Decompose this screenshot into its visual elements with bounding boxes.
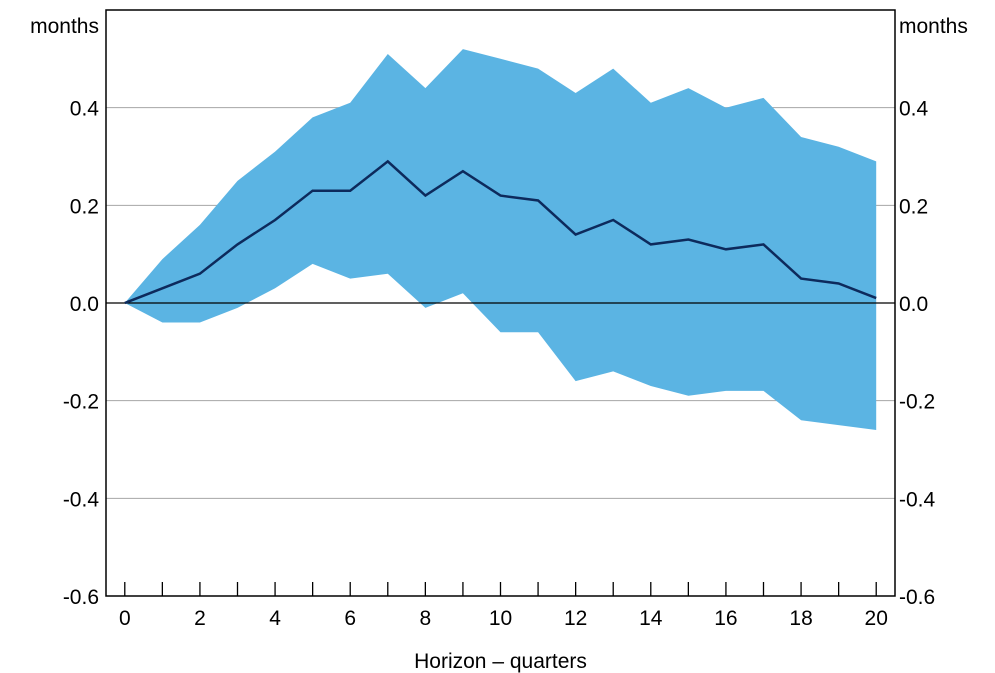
y-tick-label-right: -0.6 [899,586,935,609]
x-tick-label: 2 [194,607,206,630]
right-unit-label: months [899,15,968,38]
y-tick-label-left: -0.6 [63,586,99,609]
response-line-group [124,159,877,305]
y-tick-label-left: 0.0 [70,293,99,316]
y-tick-label-left: -0.4 [63,488,100,511]
x-tick-label: 8 [420,607,432,630]
axis-ticks [124,582,877,596]
y-tick-label-left: -0.2 [63,391,99,414]
x-tick-label: 10 [489,607,512,630]
left-unit-label: months [30,15,99,38]
x-tick-label: 4 [269,607,281,630]
x-tick-label: 6 [344,607,356,630]
x-tick-label: 18 [789,607,812,630]
response-line [124,159,877,305]
y-tick-label-right: -0.2 [899,391,935,414]
y-tick-label-left: 0.2 [70,195,99,218]
confidence-band-group [124,49,877,430]
tick-labels: 0 2 4 6 8 10 12 14 16 18 20 -0.6 -0.6 -0.4 -0.4 -0.2 -0.… [63,98,936,630]
y-tick-label-right: 0.2 [899,195,928,218]
x-tick-label: 16 [714,607,737,630]
confidence-band [124,49,877,430]
y-tick-label-left: 0.4 [70,98,100,121]
x-tick-label: 14 [639,607,663,630]
x-tick-label: 0 [119,607,131,630]
y-tick-label-right: -0.4 [899,488,936,511]
x-tick-label: 12 [564,607,587,630]
y-tick-label-right: 0.0 [899,293,928,316]
x-axis-title: Horizon – quarters [414,650,587,673]
y-tick-label-right: 0.4 [899,98,929,121]
x-tick-label: 20 [865,607,888,630]
